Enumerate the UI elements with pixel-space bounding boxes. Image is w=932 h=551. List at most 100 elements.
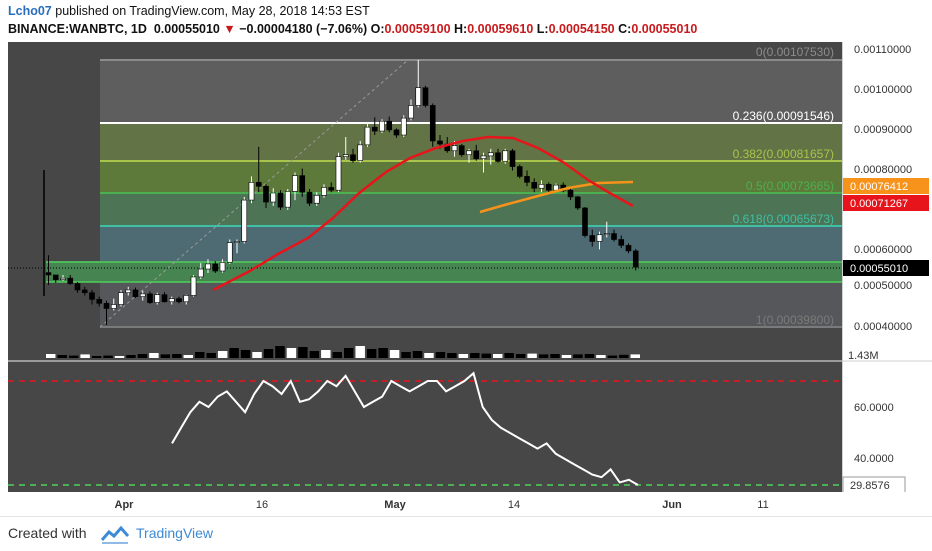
candle[interactable] xyxy=(516,166,523,177)
candle[interactable] xyxy=(357,144,364,161)
candlesticks[interactable] xyxy=(43,60,639,326)
candle[interactable] xyxy=(74,283,81,291)
candle[interactable] xyxy=(190,276,197,296)
candle[interactable] xyxy=(429,105,436,142)
tradingview-logo-icon[interactable] xyxy=(100,523,130,545)
candle[interactable] xyxy=(284,191,291,208)
candle[interactable] xyxy=(502,150,509,162)
volume-bar xyxy=(481,353,491,358)
candle[interactable] xyxy=(168,298,175,303)
candle[interactable] xyxy=(226,242,233,263)
candle[interactable] xyxy=(45,272,52,276)
candle[interactable] xyxy=(400,117,407,136)
price-tick: 0.00080000 xyxy=(854,164,912,176)
candle[interactable] xyxy=(263,185,269,203)
candle[interactable] xyxy=(335,156,342,191)
candle[interactable] xyxy=(386,120,393,131)
candle[interactable] xyxy=(480,155,487,159)
candle[interactable] xyxy=(212,263,219,272)
candle[interactable] xyxy=(328,187,335,191)
volume-bar xyxy=(550,354,560,358)
author-link[interactable]: Lcho07 xyxy=(8,4,52,18)
candle[interactable] xyxy=(219,262,226,272)
candle[interactable] xyxy=(596,234,603,242)
time-axis[interactable]: Apr 16 May 14 Jun 11 xyxy=(8,492,842,516)
candle[interactable] xyxy=(545,183,552,191)
fib-trend-line[interactable] xyxy=(99,59,409,328)
candle[interactable] xyxy=(299,175,306,193)
candle[interactable] xyxy=(553,184,559,191)
candle[interactable] xyxy=(458,145,465,156)
candle[interactable] xyxy=(60,277,66,280)
price-axis[interactable]: 0.00110000 0.00100000 0.00090000 0.00080… xyxy=(842,42,932,494)
candle[interactable] xyxy=(132,289,139,297)
volume-bar xyxy=(137,354,148,358)
candle[interactable] xyxy=(255,182,262,187)
price-chart-svg[interactable]: 0(0.00107530) 0.236(0.00091546) 0.382(0.… xyxy=(8,42,842,492)
candle[interactable] xyxy=(89,292,95,300)
candle[interactable] xyxy=(292,175,298,192)
candle[interactable] xyxy=(321,187,327,196)
candle[interactable] xyxy=(625,245,632,252)
candle[interactable] xyxy=(350,154,356,161)
candle[interactable] xyxy=(183,295,190,303)
candle[interactable] xyxy=(306,191,313,204)
candle[interactable] xyxy=(241,199,248,242)
candle[interactable] xyxy=(234,241,240,243)
candle[interactable] xyxy=(618,239,625,246)
candle[interactable] xyxy=(81,289,88,294)
volume-bar xyxy=(114,356,125,358)
candle[interactable] xyxy=(393,129,400,136)
candle[interactable] xyxy=(531,182,538,189)
candle[interactable] xyxy=(487,152,494,157)
chart-area[interactable]: 0(0.00107530) 0.236(0.00091546) 0.382(0.… xyxy=(8,42,842,492)
candle[interactable] xyxy=(495,152,501,162)
candle[interactable] xyxy=(632,250,639,268)
candle[interactable] xyxy=(574,196,581,209)
candle[interactable] xyxy=(364,126,371,146)
candle[interactable] xyxy=(125,289,132,294)
candle[interactable] xyxy=(611,233,617,240)
candle[interactable] xyxy=(437,140,443,145)
candle[interactable] xyxy=(154,294,161,303)
candle[interactable] xyxy=(270,192,277,203)
candle[interactable] xyxy=(451,145,458,152)
candle[interactable] xyxy=(118,292,124,305)
price-axis-svg: 0.00110000 0.00100000 0.00090000 0.00080… xyxy=(842,42,932,494)
candle[interactable] xyxy=(408,105,414,119)
candle[interactable] xyxy=(139,293,146,297)
candle[interactable] xyxy=(67,277,74,284)
candle[interactable] xyxy=(197,268,204,278)
candle[interactable] xyxy=(538,183,545,189)
candle[interactable] xyxy=(161,294,168,303)
candle[interactable] xyxy=(589,235,596,242)
candle[interactable] xyxy=(103,303,110,309)
candle[interactable] xyxy=(379,120,385,132)
candle[interactable] xyxy=(52,274,59,280)
moving-average-orange[interactable] xyxy=(479,180,634,214)
candle[interactable] xyxy=(205,263,211,270)
candle[interactable] xyxy=(582,207,588,236)
candle[interactable] xyxy=(422,87,429,106)
candle[interactable] xyxy=(176,298,182,303)
candle[interactable] xyxy=(473,150,480,159)
candle[interactable] xyxy=(371,126,378,132)
candle[interactable] xyxy=(567,189,574,198)
candle[interactable] xyxy=(147,293,153,303)
candle[interactable] xyxy=(509,150,516,167)
tradingview-link[interactable]: TradingView xyxy=(136,525,214,541)
candle[interactable] xyxy=(342,154,349,158)
candle[interactable] xyxy=(524,176,530,183)
rsi-line[interactable] xyxy=(171,371,639,486)
candle[interactable] xyxy=(415,87,422,106)
support-zone xyxy=(46,262,842,282)
moving-average-red[interactable] xyxy=(212,135,634,292)
candle[interactable] xyxy=(277,192,284,208)
candle[interactable] xyxy=(96,299,103,304)
pane-divider[interactable] xyxy=(8,360,842,362)
candle[interactable] xyxy=(603,233,610,236)
candle[interactable] xyxy=(110,304,117,309)
candle[interactable] xyxy=(466,150,472,156)
candle[interactable] xyxy=(248,182,255,201)
candle[interactable] xyxy=(313,195,320,204)
